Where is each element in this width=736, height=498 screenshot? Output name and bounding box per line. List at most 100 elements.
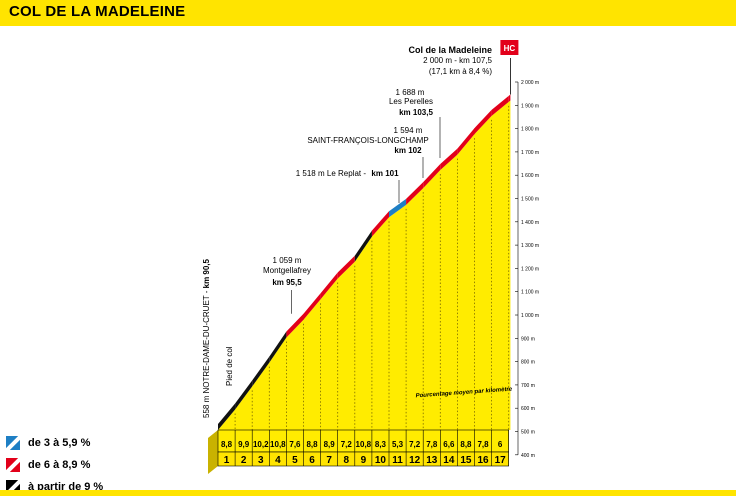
annotation-name: Montgellafrey [263,266,311,275]
km-label: 7 [326,455,332,466]
profile-segment [269,331,287,363]
annotation-altitude: 1 594 m [394,126,423,135]
km-label: 12 [409,455,421,466]
altitude-tick-label: 1 600 m [521,173,539,179]
profile-segment [337,255,355,279]
segment-gradient-label: 7,2 [341,440,353,449]
km-label: 3 [258,455,264,466]
altitude-tick-label: 1 900 m [521,103,539,109]
annotation-km: km 101 [371,169,399,178]
altitude-tick-label: 500 m [521,430,535,436]
altitude-tick-label: 1 000 m [521,313,539,319]
segment-gradient-label: 6,6 [443,440,455,449]
annotation-name: SAINT-FRANÇOIS-LONGCHAMP [307,136,428,145]
km-label: 14 [443,455,455,466]
summit-name: Col de la Madeleine [408,45,492,55]
profile-side-face [208,430,218,474]
altitude-tick-label: 600 m [521,406,535,412]
altitude-tick-label: 1 400 m [521,220,539,226]
profile-segment [235,380,253,410]
km-label: 8 [343,455,349,466]
segment-gradient-label: 6 [498,440,503,449]
profile-segment [457,128,475,155]
profile-segment [286,313,304,338]
segment-gradient-label: 9,9 [238,440,250,449]
segment-gradient-label: 8,3 [375,440,387,449]
profile-segment [303,293,321,320]
altitude-tick-label: 1 300 m [521,243,539,249]
profile-segment [474,109,492,135]
altitude-tick-label: 1 700 m [521,150,539,156]
altitude-tick-label: 1 200 m [521,266,539,272]
profile-segment [320,272,338,300]
altitude-tick-label: 1 100 m [521,290,539,296]
profile-segment [491,95,509,116]
km-label: 1 [224,455,230,466]
legend-swatch-red [6,458,20,472]
km-label: 5 [292,455,298,466]
segment-gradient-label: 8,8 [460,440,472,449]
legend-label-red: de 6 à 8,9 % [28,459,91,471]
segment-gradient-label: 7,8 [477,440,489,449]
km-label: 16 [477,455,489,466]
bottom-strip [0,490,736,496]
segment-gradient-label: 7,8 [426,440,438,449]
profile-segment [406,182,424,205]
profile-segment [440,148,458,170]
segment-gradient-label: 5,3 [392,440,404,449]
annotation-km: km 103,5 [399,108,433,117]
summit-badge [500,40,519,55]
km-label: 9 [361,455,367,466]
segment-gradient-label: 8,8 [306,440,318,449]
km-label: 6 [309,455,315,466]
profile-segment [354,230,372,262]
annotation-replat: 1 518 m Le Replat - [296,169,367,178]
profile-segment [218,403,236,430]
altitude-tick-label: 2 000 m [521,80,539,86]
segment-gradient-label: 8,8 [221,440,233,449]
profile-segment [423,163,441,189]
title-bar: COL DE LA MADELEINE [0,0,736,26]
altitude-tick-label: 400 m [521,453,535,459]
altitude-tick-label: 900 m [521,336,535,342]
segment-gradient-label: 8,9 [324,440,336,449]
profile-segment [371,211,389,237]
segment-gradient-label: 7,6 [289,440,301,449]
start-sublabel: Pied de col [225,346,234,386]
altitude-tick-label: 1 800 m [521,127,539,133]
profile-segment [252,356,270,387]
annotation-km: km 102 [394,146,422,155]
annotation-altitude: 1 688 m [396,88,425,97]
profile-segment [508,94,511,102]
altitude-tick-label: 700 m [521,383,535,389]
gradient-legend: de 3 à 5,9 % de 6 à 8,9 % à partir de 9 … [6,432,103,498]
start-label: 558 m NOTRE-DAME-DU-CRUET - km 90,5 [202,258,211,418]
annotation-name: Les Perelles [389,97,433,106]
km-label: 17 [495,455,507,466]
segment-gradient-label: 10,8 [356,440,372,449]
km-label: 4 [275,455,281,466]
summit-altitude: 2 000 m - km 107,5 [423,56,492,65]
page-title: COL DE LA MADELEINE [9,3,186,20]
summit-stats: (17,1 km à 8,4 %) [429,67,492,76]
summit-badge-text: HC [504,44,516,53]
segment-gradient-label: 10,8 [270,440,286,449]
altitude-tick-label: 1 500 m [521,197,539,203]
km-label: 15 [460,455,472,466]
annotation-km: km 95,5 [272,278,302,287]
segment-gradient-label: 10,2 [253,440,269,449]
legend-item-blue: de 3 à 5,9 % [6,432,103,454]
km-label: 13 [426,455,438,466]
legend-item-red: de 6 à 8,9 % [6,454,103,476]
km-label: 11 [392,455,403,466]
legend-swatch-blue [6,436,20,450]
km-label: 2 [241,455,247,466]
annotation-altitude: 1 059 m [273,256,302,265]
start-km: km 90,5 [202,258,211,288]
legend-label-blue: de 3 à 5,9 % [28,437,91,449]
profile-segment [389,198,407,218]
altitude-tick-label: 800 m [521,360,535,366]
segment-gradient-label: 7,2 [409,440,421,449]
